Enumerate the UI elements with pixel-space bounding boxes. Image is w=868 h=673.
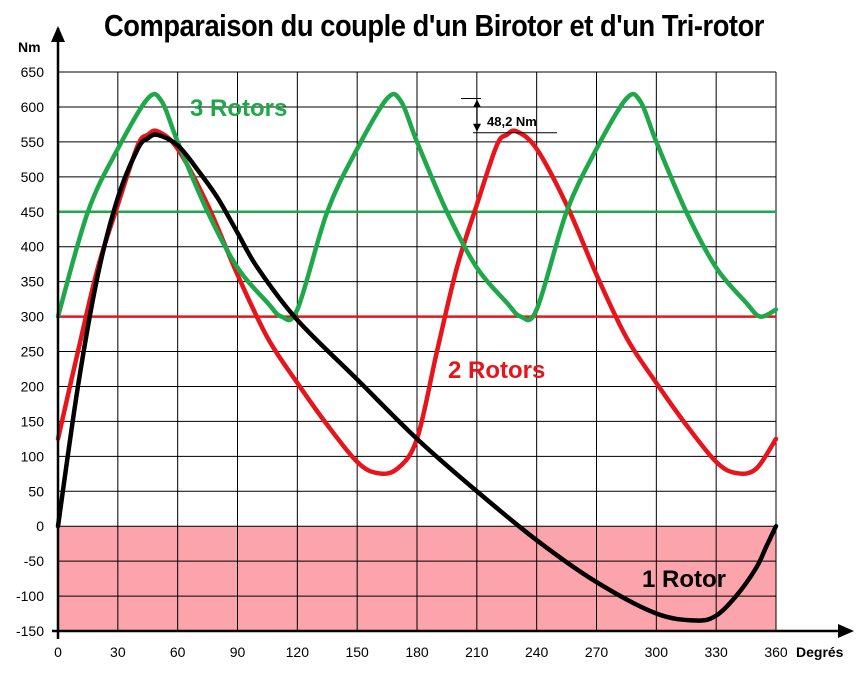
reference-lines	[58, 210, 776, 318]
chart-title: Comparaison du couple d'un Birotor et d'…	[104, 8, 764, 43]
x-tick-label: 60	[170, 644, 186, 660]
x-tick-label: 150	[345, 644, 369, 660]
y-tick-label: 600	[21, 99, 45, 115]
x-tick-label: 90	[230, 644, 246, 660]
x-tick-label: 270	[585, 644, 609, 660]
x-tick-label: 30	[110, 644, 126, 660]
x-tick-label: 180	[405, 644, 429, 660]
series-label-3-rotors: 3 Rotors	[190, 95, 287, 122]
y-tick-label: 450	[21, 204, 45, 220]
y-tick-label: 100	[21, 448, 45, 464]
annotation-label: 48,2 Nm	[487, 114, 537, 129]
x-tick-label: 330	[704, 644, 728, 660]
y-tick-label: -50	[24, 553, 44, 569]
annotation-arrowhead-up	[473, 99, 481, 108]
y-tick-label: 650	[21, 64, 45, 80]
x-axis-unit-label: Degrés	[796, 644, 844, 660]
series-label-1-rotor: 1 Rotor	[642, 566, 726, 593]
x-axis-arrow	[838, 624, 854, 638]
axes	[51, 26, 854, 639]
y-tick-label: 400	[21, 239, 45, 255]
y-axis-unit-label: Nm	[18, 39, 41, 55]
y-tick-label: 550	[21, 134, 45, 150]
series-line-3-rotors	[55, 91, 779, 323]
y-tick-label: 0	[36, 518, 44, 534]
x-tick-label: 360	[764, 644, 788, 660]
y-axis-arrow	[51, 26, 65, 42]
tick-labels: -150-100-5005010015020025030035040045050…	[16, 64, 788, 660]
y-tick-label: 300	[21, 309, 45, 325]
y-tick-label: 250	[21, 344, 45, 360]
x-tick-label: 120	[286, 644, 310, 660]
series-lines	[55, 91, 779, 623]
y-tick-label: 500	[21, 169, 45, 185]
y-tick-label: -150	[16, 623, 44, 639]
y-tick-label: -100	[16, 588, 44, 604]
y-tick-label: 350	[21, 274, 45, 290]
series-label-2-rotors: 2 Rotors	[448, 357, 545, 384]
annotation-arrowhead-down	[473, 123, 481, 132]
series-line-1-rotor	[55, 132, 779, 623]
x-tick-label: 300	[645, 644, 669, 660]
x-tick-label: 240	[525, 644, 549, 660]
y-tick-label: 150	[21, 413, 45, 429]
x-tick-label: 0	[54, 644, 62, 660]
y-tick-label: 50	[28, 483, 44, 499]
x-tick-label: 210	[465, 644, 489, 660]
y-tick-label: 200	[21, 378, 45, 394]
amplitude-annotation: 48,2 Nm	[461, 98, 557, 134]
